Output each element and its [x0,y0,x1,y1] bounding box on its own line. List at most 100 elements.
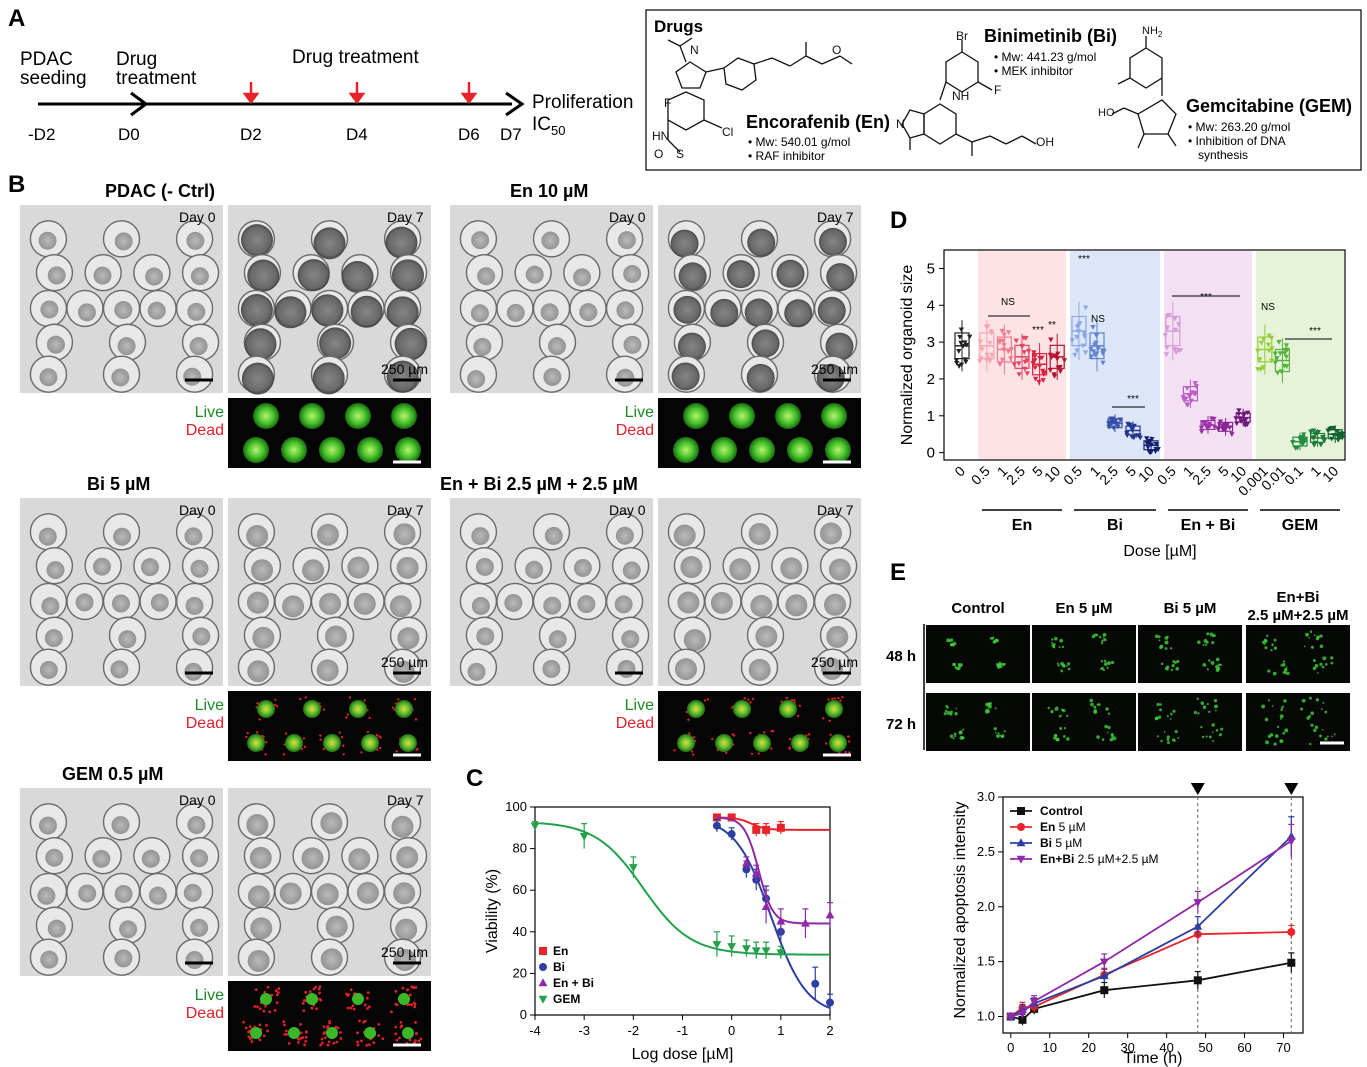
day-label: Day 0 [179,792,216,808]
dead-cell [270,993,274,997]
dead-cell [346,994,350,997]
apoptotic-signal [1202,643,1205,646]
organoid [119,920,138,939]
day0-image: Day 0 [20,788,223,976]
data-point [1061,358,1068,363]
apoptotic-signal [1274,734,1279,738]
apoptosis-image [1138,693,1242,751]
dead-cell [303,745,306,749]
dead-cell [770,747,773,750]
organoid [192,627,211,646]
fluorescence-background [228,981,431,1051]
legend-marker [1016,838,1026,847]
y-tick-label: 100 [505,799,527,814]
live-organoid [319,437,345,463]
dead-cell [264,753,267,756]
apoptotic-signal [1269,733,1274,737]
dead-cell [394,1032,398,1036]
dose-label: 0.1 [1281,463,1306,488]
data-point [1241,411,1248,417]
live-organoid [787,437,813,463]
atom-label: HN [652,129,669,143]
data-point [1011,362,1017,367]
data-point [1047,368,1053,373]
dead-cell [287,1042,291,1045]
apoptotic-signal [987,704,992,709]
organoid [780,557,803,580]
dead-cell [399,1021,403,1024]
apoptotic-signal [1281,662,1286,667]
data-point [967,334,973,340]
data-point [1095,346,1101,352]
organoid [471,231,490,250]
data-point [1093,333,1100,339]
data-point [1265,342,1272,348]
data-point [1192,391,1198,397]
live-organoid [395,700,413,718]
apoptotic-signal [953,732,957,736]
dead-cell [360,1039,363,1043]
apoptotic-signal [1313,634,1316,637]
organoid [320,948,343,971]
dead-cell [844,750,847,754]
apoptotic-signal [1156,735,1159,738]
apoptotic-signal [1106,731,1109,734]
data-point [742,945,751,954]
organoid [622,561,641,580]
apoptotic-signal [1281,706,1284,709]
organoid [111,816,130,835]
organoid [710,591,733,614]
live-label: Live [625,404,654,421]
condition-title: Bi 5 µM [87,474,150,494]
apoptotic-signal [997,665,1001,669]
data-point [776,949,786,958]
apoptotic-signal [1312,666,1317,671]
dead-label: Dead [186,1005,224,1022]
panel-a: A PDAC seeding Drug treatment Drug treat… [8,5,1362,171]
dead-cell [349,988,353,992]
apoptotic-signal [1273,638,1277,642]
data-point [1221,422,1227,428]
data-point [1021,335,1027,341]
organoid [617,659,636,678]
data-point [1222,427,1229,432]
data-point [1277,351,1283,357]
organoid [467,370,486,389]
dead-cell [263,990,267,994]
data-point [1312,431,1319,437]
data-point [1286,837,1296,846]
apoptotic-signal [1319,634,1323,638]
dead-cell [304,696,307,699]
apoptotic-signal [1067,667,1071,671]
organoid [784,299,813,328]
live-organoid [402,1027,414,1039]
day0-image: Day 0 [450,205,653,393]
apoptotic-signal [1308,742,1312,746]
apoptotic-signal [954,735,957,738]
image-background [926,625,1030,683]
organoid [282,595,305,618]
dead-cell [757,752,760,755]
dead-cell [749,731,752,735]
y-tick-label: 3.0 [977,789,995,804]
timeline-label: Drug [116,49,157,70]
data-point [1030,360,1036,366]
data-point [1094,351,1100,357]
dead-cell [284,732,288,735]
organoid [678,262,707,291]
x-tick-label: -2 [628,1023,640,1038]
atom-label: Br [956,29,968,43]
fit-curve [716,816,830,925]
dead-cell [273,1008,277,1012]
apoptotic-signal [1065,664,1068,667]
apoptotic-signal [958,730,963,735]
dead-cell [328,1020,331,1023]
organoid [240,293,273,326]
data-point [1036,379,1042,385]
data-point [1129,434,1135,440]
dead-cell [397,698,400,701]
organoid [547,337,566,356]
dead-cell [358,1019,361,1023]
apoptotic-signal [1110,660,1115,665]
organoid [614,595,633,614]
